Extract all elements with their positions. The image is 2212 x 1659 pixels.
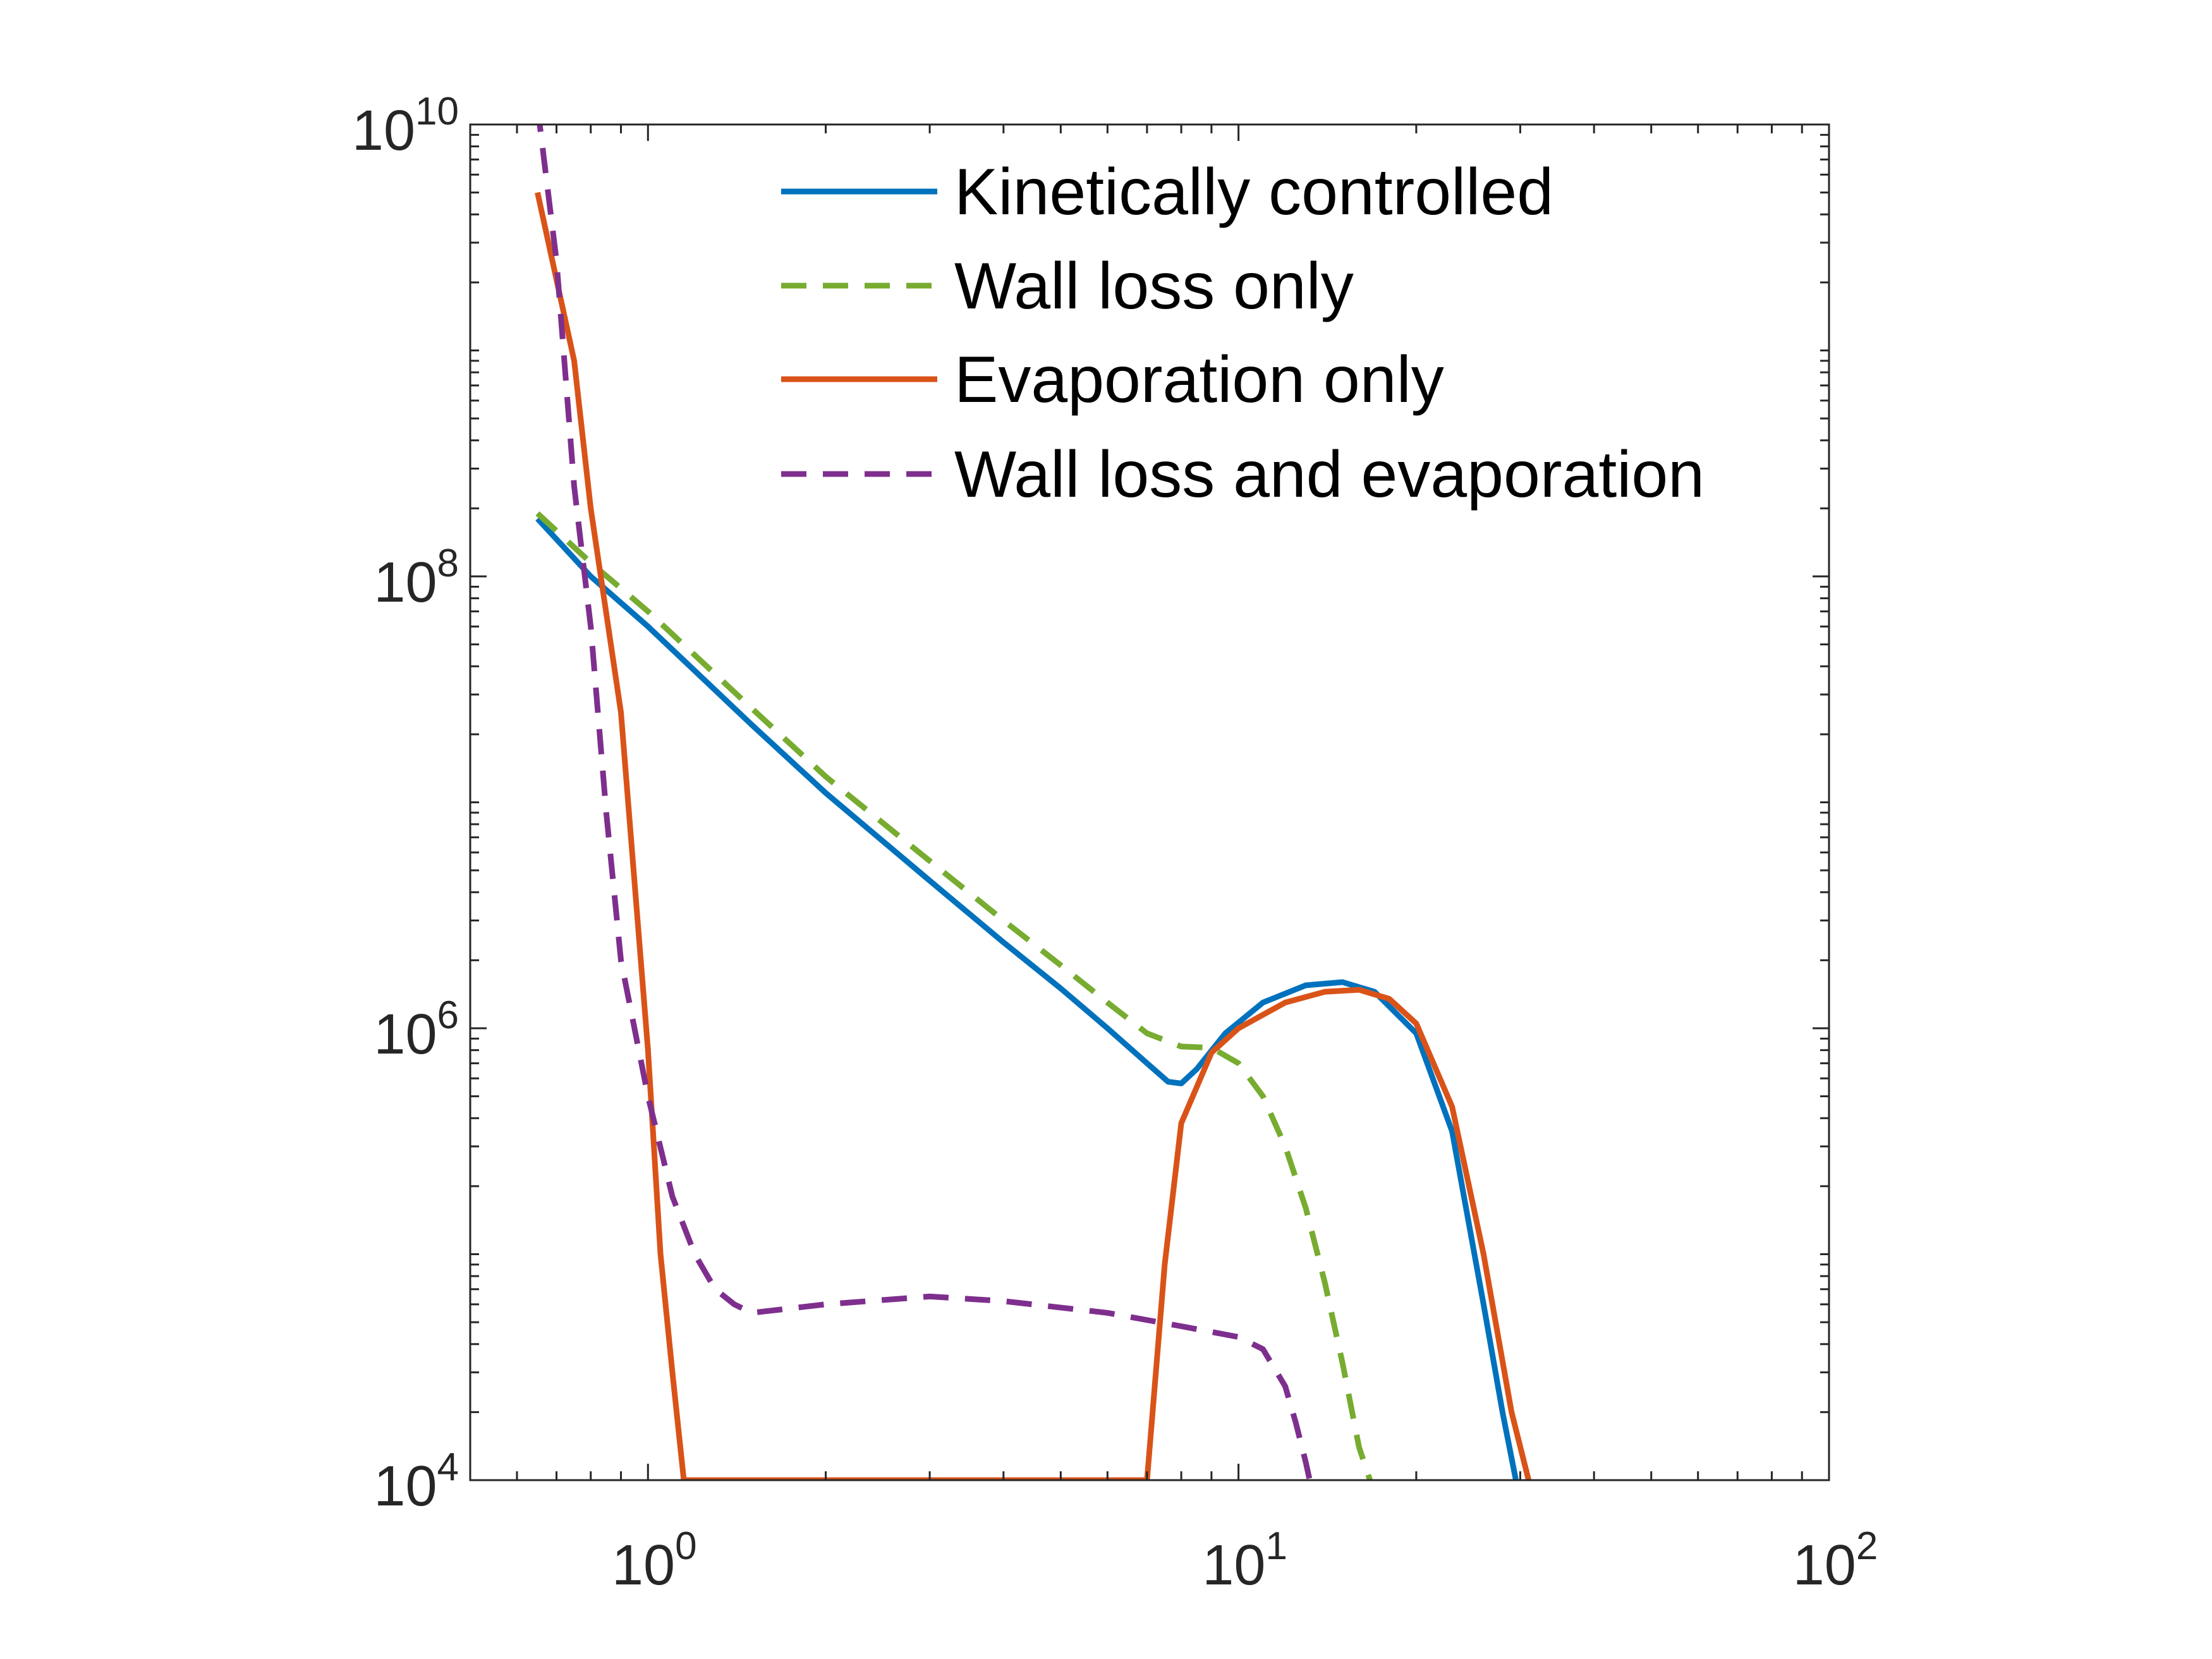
- tick-label-layer: 100 101 102 104 106 108 1010: [352, 90, 1878, 1597]
- x-tick-label: 100: [612, 1524, 697, 1597]
- plot-area: [470, 125, 1829, 1480]
- series-line-4: [537, 125, 1313, 1480]
- tick-layer: [469, 123, 1830, 1481]
- y-tick-label: 106: [374, 994, 459, 1066]
- x-tick-label: 101: [1202, 1524, 1287, 1597]
- legend-label-1: Kinetically controlled: [954, 155, 1553, 229]
- y-tick-label: 108: [374, 542, 459, 614]
- series-line-2: [535, 511, 1373, 1480]
- series-line-1: [535, 516, 1519, 1480]
- y-tick-label: 1010: [352, 90, 459, 162]
- legend-label-2: Wall loss only: [954, 250, 1354, 323]
- legend-label-3: Evaporation only: [954, 343, 1444, 416]
- x-tick-label: 102: [1793, 1524, 1878, 1597]
- legend-label-4: Wall loss and evaporation: [954, 438, 1705, 511]
- series-layer: [535, 125, 1532, 1480]
- legend: Kinetically controlled Wall loss only Evap…: [781, 155, 1705, 511]
- y-tick-label: 104: [374, 1445, 459, 1518]
- series-line-3: [535, 191, 1532, 1480]
